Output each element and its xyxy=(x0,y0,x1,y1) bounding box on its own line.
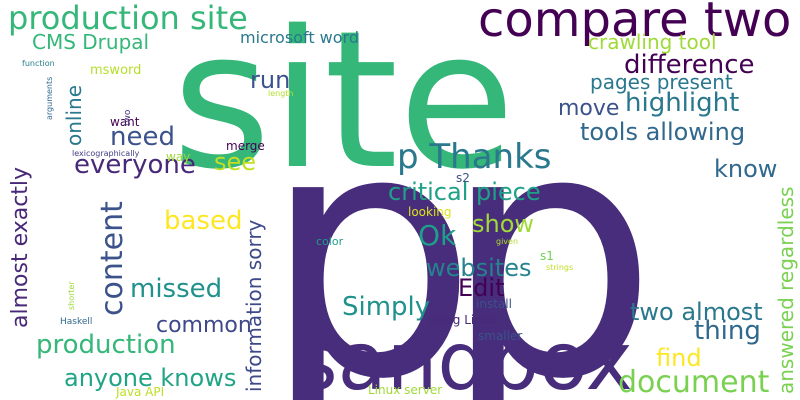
word-answered-regardless: answered regardless xyxy=(774,186,798,394)
word-way: way xyxy=(166,150,191,164)
word-anyone-knows: anyone knows xyxy=(64,364,237,392)
word-p-large-right: p xyxy=(442,58,658,400)
word-function: function xyxy=(22,59,55,68)
word-compare-two: compare two xyxy=(478,0,792,48)
word-smaller: smaller xyxy=(478,329,523,343)
word-difference: difference xyxy=(624,50,755,80)
word-critical-piece: critical piece xyxy=(388,178,541,206)
word-document: document xyxy=(618,365,770,400)
word-edit: Edit xyxy=(458,274,505,302)
word-site: site xyxy=(172,0,516,211)
word-s1: s1 xyxy=(540,249,554,263)
word-looking: looking xyxy=(408,205,452,219)
word-arguments: arguments xyxy=(45,76,54,120)
word-production: production xyxy=(36,330,176,360)
word-want: want xyxy=(110,115,140,129)
word-online: online xyxy=(62,84,86,146)
word-know: know xyxy=(714,155,778,183)
word-production-site: production site xyxy=(8,0,248,37)
word-simply: Simply xyxy=(342,292,431,322)
word-almost-exactly: almost exactly xyxy=(8,166,33,328)
word-content: content xyxy=(95,201,130,316)
word-linux-server: Linux server xyxy=(368,383,443,397)
word-show: show xyxy=(472,210,535,238)
word-based: based xyxy=(164,206,243,236)
word-sandbox: sandbox xyxy=(296,315,633,400)
word-ok: Ok xyxy=(418,219,457,252)
word-crawling-tool: crawling tool xyxy=(588,30,717,54)
word-strings: strings xyxy=(546,263,574,272)
word-length: length xyxy=(268,89,294,98)
word-run: run xyxy=(250,66,291,94)
word-install: install xyxy=(476,297,512,311)
word-java-api: Java API xyxy=(116,385,165,399)
word-see: see xyxy=(214,148,257,176)
word-given: given xyxy=(496,237,519,246)
word-msword: msword xyxy=(90,63,142,78)
word-two-small: two xyxy=(123,109,133,126)
word-haskell: Haskell xyxy=(60,317,93,327)
word-missed: missed xyxy=(130,274,223,304)
word-pages-present: pages present xyxy=(590,70,733,94)
word-information-sorry: information sorry xyxy=(242,219,266,392)
word-thing: thing xyxy=(694,316,761,346)
word-shorter: shorter xyxy=(67,281,76,310)
word-move: move xyxy=(558,96,620,121)
word-p-thanks: p Thanks xyxy=(397,137,552,177)
word-color: color xyxy=(316,235,344,248)
word-highlight: highlight xyxy=(625,88,740,118)
word-find: find xyxy=(656,344,702,372)
word-tools-allowing: tools allowing xyxy=(580,118,746,146)
word-microsoft-word: microsoft word xyxy=(240,28,360,47)
word-cms-drupal: CMS Drupal xyxy=(32,30,150,54)
word-everyone: everyone xyxy=(74,150,196,180)
word-p-large-left: p xyxy=(262,58,478,400)
word-s2: s2 xyxy=(456,171,470,185)
word-using-linux: using Linux xyxy=(428,313,497,327)
word-websites: websites xyxy=(426,254,532,282)
word-merge: merge xyxy=(226,139,265,153)
word-two-almost: two almost xyxy=(630,298,763,326)
word-lexicographically: lexicographically xyxy=(72,149,140,158)
word-need: need xyxy=(110,122,175,152)
word-common: common xyxy=(156,313,252,338)
